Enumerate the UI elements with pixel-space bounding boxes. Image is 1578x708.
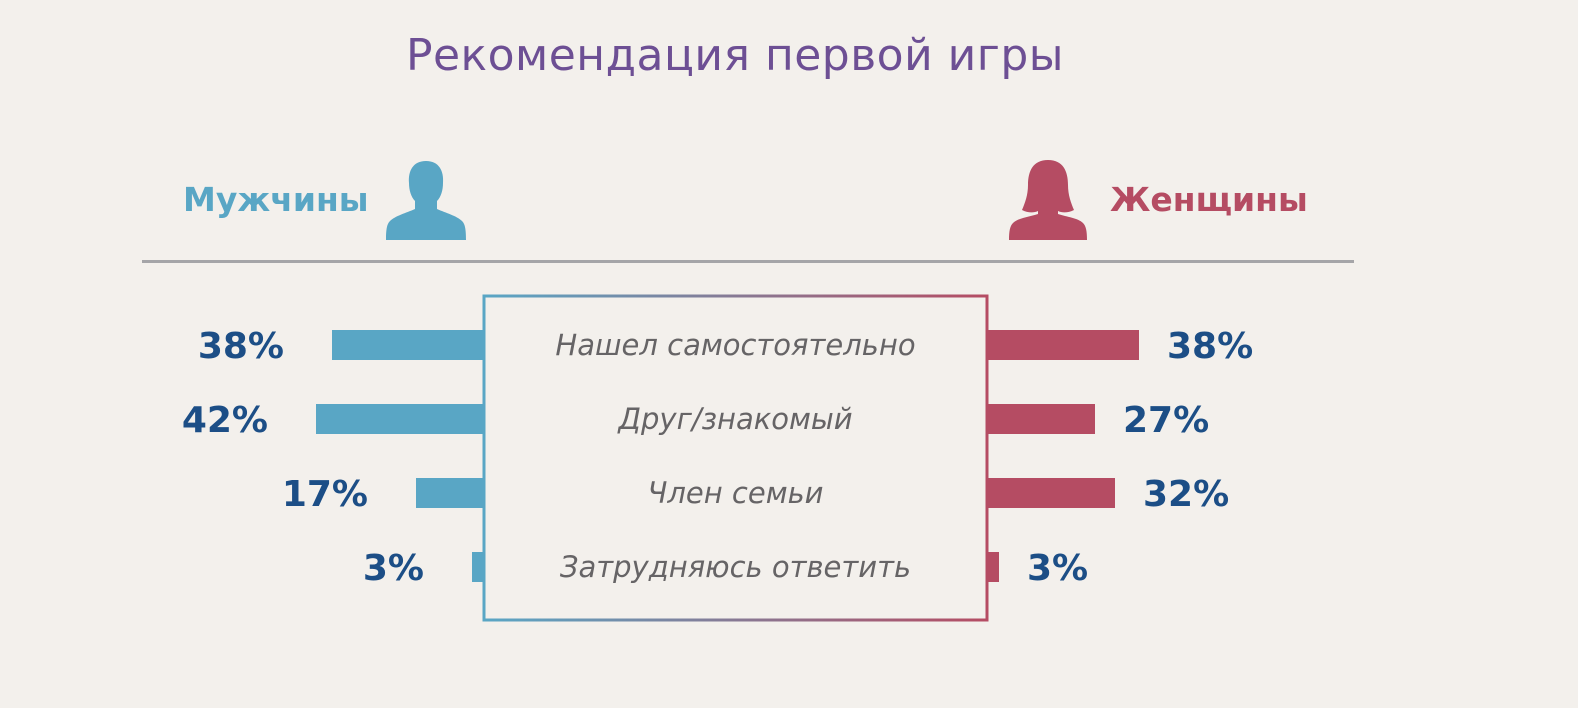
women-percent-label: 3% bbox=[1027, 548, 1088, 589]
men-label: Мужчины bbox=[183, 180, 369, 219]
men-percent-label: 38% bbox=[198, 326, 284, 367]
female-user-icon bbox=[1009, 160, 1087, 240]
men-percent-label: 42% bbox=[182, 400, 268, 441]
women-bar bbox=[987, 404, 1095, 434]
women-percent-label: 38% bbox=[1167, 326, 1253, 367]
chart-title: Рекомендация первой игры bbox=[405, 30, 1065, 81]
women-percent-label: 27% bbox=[1123, 400, 1209, 441]
women-percent-label: 32% bbox=[1143, 474, 1229, 515]
men-bar bbox=[332, 330, 484, 360]
women-bar bbox=[987, 552, 999, 582]
category-label: Нашел самостоятельно bbox=[555, 328, 915, 362]
women-bar bbox=[987, 330, 1139, 360]
category-label: Член семьи bbox=[647, 476, 823, 510]
women-bar bbox=[987, 478, 1115, 508]
category-box bbox=[482, 294, 989, 622]
category-label: Друг/знакомый bbox=[616, 402, 852, 436]
men-bar bbox=[416, 478, 484, 508]
male-user-icon bbox=[386, 161, 466, 240]
men-bar bbox=[472, 552, 484, 582]
header-divider bbox=[142, 260, 1354, 263]
men-percent-label: 17% bbox=[282, 474, 368, 515]
men-percent-label: 3% bbox=[363, 548, 424, 589]
women-label: Женщины bbox=[1110, 180, 1308, 219]
category-label: Затрудняюсь ответить bbox=[560, 550, 911, 584]
men-bar bbox=[316, 404, 484, 434]
